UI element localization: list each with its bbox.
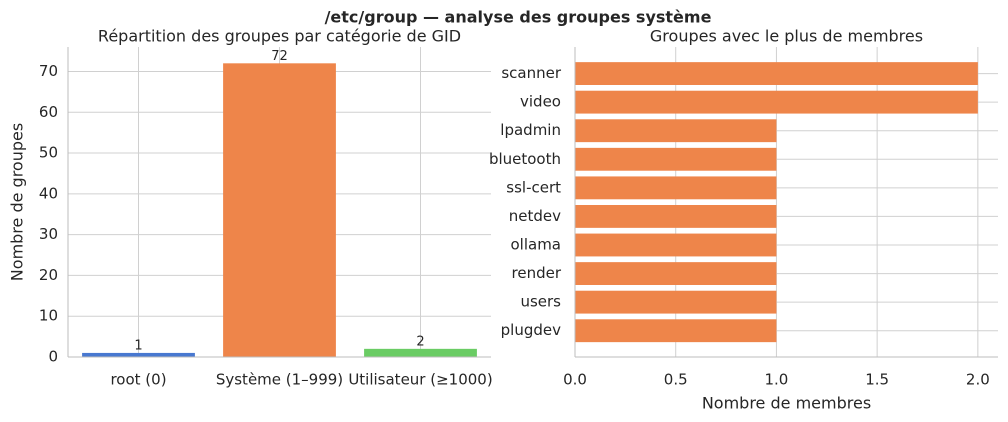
x-tick-label: Système (1–999) [216,371,343,389]
y-tick-label: video [520,93,561,111]
bar [575,319,777,343]
y-tick-label: render [512,264,562,282]
bar [575,205,777,228]
y-tick-label: netdev [509,207,561,225]
bar [575,233,777,257]
bar [82,352,195,357]
bar [575,176,777,200]
bar [223,63,336,357]
x-tick-label: 0.5 [664,371,688,389]
bar [575,290,777,314]
y-tick-label: bluetooth [489,150,561,168]
value-label: 1 [134,338,142,353]
y-tick-label: ollama [510,236,561,254]
y-tick-label: lpadmin [500,121,561,139]
bar [575,90,978,114]
x-tick-label: Utilisateur (≥1000) [348,371,492,389]
y-tick-label: ssl-cert [506,178,561,196]
y-tick-label: scanner [501,64,561,82]
x-tick-label: 0.0 [563,371,587,389]
value-label: 2 [416,334,424,349]
y-tick-label: 30 [39,225,58,243]
axes-title: Répartition des groupes par catégorie de… [98,27,461,46]
y-tick-label: 0 [48,348,58,366]
x-tick-label: 1.0 [764,371,788,389]
bar [575,147,777,171]
bar [575,62,978,85]
y-tick-label: plugdev [501,321,561,339]
bar [575,262,777,285]
figure-title: /etc/group — analyse des groupes système [325,8,712,27]
y-tick-label: 20 [39,266,58,284]
y-tick-label: 50 [39,144,58,162]
y-tick-label: 40 [39,184,58,202]
bar [364,348,477,357]
y-tick-label: 10 [39,307,58,325]
value-label: 72 [271,49,288,64]
bar [575,119,777,143]
x-tick-label: root (0) [110,371,166,389]
x-tick-label: 2.0 [966,371,990,389]
x-axis-label: Nombre de membres [702,394,871,413]
y-tick-label: users [520,293,561,311]
y-axis-label: Nombre de groupes [8,123,27,281]
y-tick-label: 70 [39,62,58,80]
x-tick-label: 1.5 [865,371,889,389]
y-tick-label: 60 [39,103,58,121]
axes-title: Groupes avec le plus de membres [650,27,923,46]
